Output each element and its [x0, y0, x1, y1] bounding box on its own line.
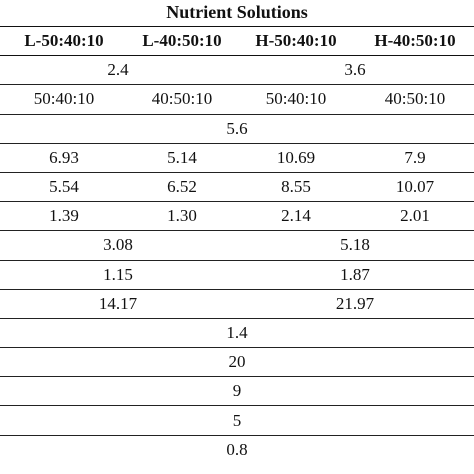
table-row: 1.39 1.30 2.14 2.01	[0, 201, 474, 231]
table-row: 20	[0, 347, 474, 377]
table-row: 6.93 5.14 10.69 7.9	[0, 142, 474, 173]
table-row: 50:40:10 40:50:10 50:40:10 40:50:10	[0, 84, 474, 115]
table-cell: 14.17	[0, 288, 236, 319]
table-cell: 2.14	[236, 201, 356, 231]
table-cell: 3.08	[0, 230, 236, 260]
table-cell: 10.69	[236, 142, 356, 173]
table-cell: 1.30	[128, 201, 236, 231]
table-cell: 9	[0, 376, 474, 406]
table-cell: 1.4	[0, 317, 474, 348]
table-row: 5	[0, 405, 474, 436]
table-row: 0.8	[0, 434, 474, 464]
table-row: 9	[0, 376, 474, 406]
column-header: H-40:50:10	[356, 25, 474, 57]
table-cell: 21.97	[236, 288, 474, 319]
table-cell: 2.01	[356, 201, 474, 231]
nutrient-solutions-table: L-50:40:10 L-40:50:10 H-50:40:10 H-40:50…	[0, 25, 474, 464]
table-cell: 2.4	[107, 60, 129, 80]
table-cell: 10.07	[356, 171, 474, 202]
table-cell: 40:50:10	[128, 84, 236, 115]
table-cell: 8.55	[236, 171, 356, 202]
table-cell: 5.18	[236, 230, 474, 260]
table-cell: 1.87	[236, 259, 474, 290]
table-row: 2.4 3.6	[0, 56, 474, 85]
table-caption: Nutrient Solutions	[166, 2, 308, 22]
table-cell: 20	[0, 347, 474, 377]
table-row: 5.6	[0, 113, 474, 144]
column-header: L-40:50:10	[128, 25, 236, 57]
table-cell: 5	[0, 405, 474, 436]
table-cell: 40:50:10	[356, 84, 474, 115]
table-row: 5.54 6.52 8.55 10.07	[0, 171, 474, 202]
column-header: H-50:40:10	[236, 25, 356, 57]
table-cell: 7.9	[356, 142, 474, 173]
table-cell: 6.52	[128, 171, 236, 202]
table-cell: 1.15	[0, 259, 236, 290]
table-cell: 50:40:10	[236, 84, 356, 115]
table-cell: 1.39	[0, 201, 128, 231]
table-row: 3.08 5.18	[0, 230, 474, 260]
table-cell: 5.14	[128, 142, 236, 173]
table-cell: 5.6	[0, 113, 474, 144]
table-cell: 50:40:10	[0, 84, 128, 115]
table-cell: 5.54	[0, 171, 128, 202]
table-row: 1.4	[0, 317, 474, 348]
table-cell: 0.8	[0, 434, 474, 464]
column-header: L-50:40:10	[0, 25, 128, 57]
table-cell: 3.6	[344, 60, 366, 80]
table-row: 1.15 1.87	[0, 259, 474, 290]
table-cell: 6.93	[0, 142, 128, 173]
table-body: 2.4 3.6 50:40:10 40:50:10 50:40:10 40:50…	[0, 56, 474, 464]
header-row: L-50:40:10 L-40:50:10 H-50:40:10 H-40:50…	[0, 25, 474, 57]
table-row: 14.17 21.97	[0, 288, 474, 319]
